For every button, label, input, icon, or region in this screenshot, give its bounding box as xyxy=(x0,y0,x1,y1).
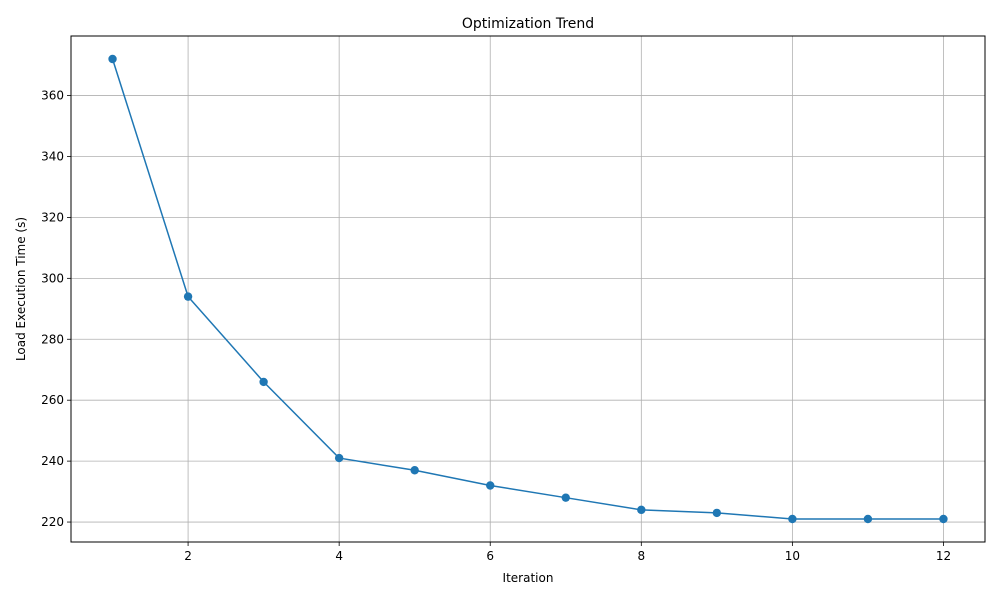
chart-title: Optimization Trend xyxy=(462,16,594,32)
x-tick-label: 4 xyxy=(335,549,343,563)
x-tick-label: 2 xyxy=(184,549,192,563)
y-tick-label: 280 xyxy=(41,332,64,346)
y-tick-label: 320 xyxy=(41,210,64,224)
x-tick-label: 12 xyxy=(936,549,951,563)
y-tick-label: 260 xyxy=(41,393,64,407)
series-line xyxy=(111,58,944,520)
data-point xyxy=(183,292,193,301)
y-tick-label: 300 xyxy=(41,271,64,285)
axis-ticks: 2 4 6 8 10 12 220 240 260 280 300 320 340 360 xyxy=(41,89,951,563)
plot-frame xyxy=(70,35,986,543)
y-axis-label: Load Execution Time (s) xyxy=(14,217,28,361)
x-tick-label: 8 xyxy=(637,549,645,563)
y-tick-label: 360 xyxy=(41,89,64,103)
x-axis-label: Iteration xyxy=(503,571,554,585)
y-tick-label: 340 xyxy=(41,149,64,163)
grid-lines xyxy=(71,36,985,542)
data-point xyxy=(561,493,570,502)
data-point xyxy=(939,514,948,524)
data-point xyxy=(788,514,797,524)
y-tick-label: 240 xyxy=(41,454,64,468)
data-point xyxy=(108,54,117,64)
data-point xyxy=(637,505,646,515)
data-point xyxy=(712,508,722,518)
series-layer xyxy=(108,54,948,524)
data-point xyxy=(863,514,873,524)
data-point xyxy=(334,453,344,463)
x-tick-label: 6 xyxy=(486,549,494,563)
x-tick-label: 10 xyxy=(785,549,800,563)
data-point xyxy=(486,481,495,490)
data-point xyxy=(259,377,268,387)
y-tick-label: 220 xyxy=(41,515,64,529)
data-point xyxy=(410,466,419,475)
